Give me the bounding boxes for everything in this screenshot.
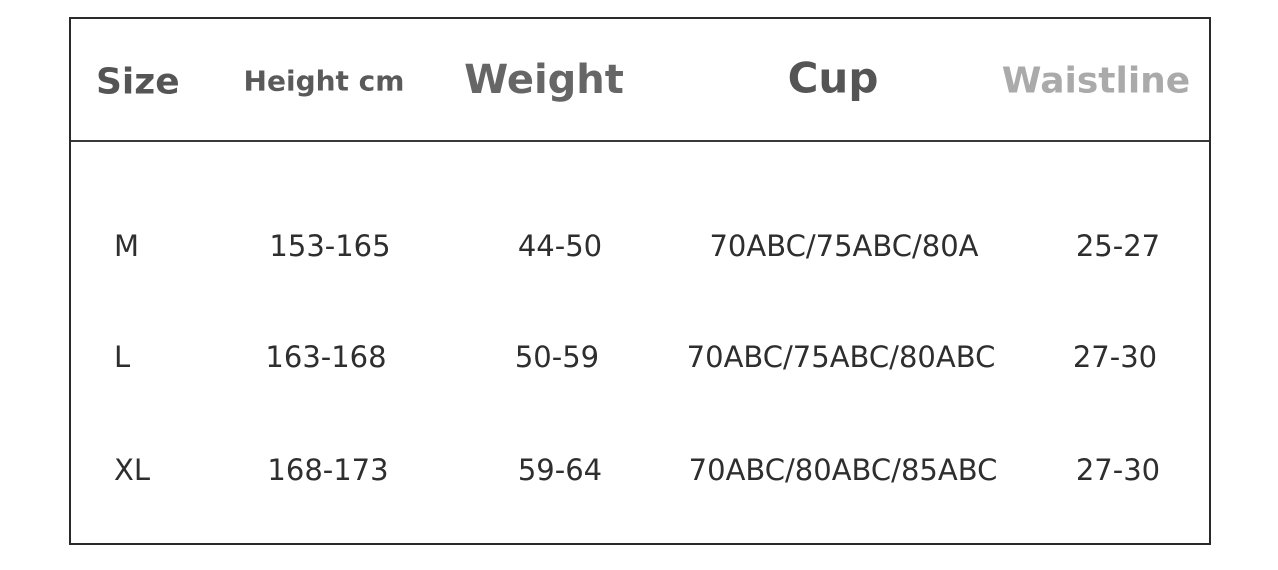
cell-size: XL bbox=[114, 453, 151, 487]
header-divider bbox=[71, 140, 1209, 142]
cell-weight: 44-50 bbox=[517, 229, 603, 263]
cell-cup: 70ABC/80ABC/85ABC bbox=[688, 453, 998, 487]
cell-weight: 59-64 bbox=[517, 453, 603, 487]
cell-size: L bbox=[114, 340, 131, 374]
header-waistline: Waistline bbox=[1001, 60, 1191, 102]
cell-height: 153-165 bbox=[269, 229, 391, 263]
cell-waistline: 27-30 bbox=[1075, 453, 1161, 487]
header-weight: Weight bbox=[464, 57, 624, 103]
cell-weight: 50-59 bbox=[514, 340, 600, 374]
cell-height: 168-173 bbox=[267, 453, 389, 487]
cell-waistline: 25-27 bbox=[1075, 229, 1161, 263]
size-chart-table bbox=[69, 17, 1211, 545]
header-cup: Cup bbox=[787, 53, 879, 103]
header-size: Size bbox=[96, 61, 180, 103]
cell-height: 163-168 bbox=[265, 340, 387, 374]
cell-size: M bbox=[114, 229, 140, 263]
header-height: Height cm bbox=[243, 64, 405, 98]
cell-cup: 70ABC/75ABC/80ABC bbox=[686, 340, 996, 374]
cell-waistline: 27-30 bbox=[1072, 340, 1158, 374]
cell-cup: 70ABC/75ABC/80A bbox=[709, 229, 979, 263]
